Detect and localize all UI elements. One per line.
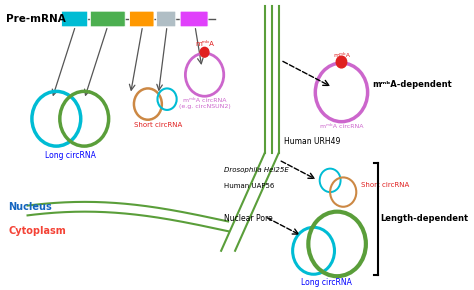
Text: Short circRNA: Short circRNA (361, 182, 409, 188)
FancyBboxPatch shape (91, 11, 125, 27)
Text: Cytoplasm: Cytoplasm (9, 226, 66, 236)
Text: Short circRNA: Short circRNA (134, 122, 182, 128)
Text: Nuclear Pore: Nuclear Pore (224, 214, 273, 223)
Text: mᵐᵇA: mᵐᵇA (195, 41, 214, 47)
Text: Human UAP56: Human UAP56 (224, 183, 274, 189)
FancyBboxPatch shape (180, 11, 208, 27)
Text: Pre-mRNA: Pre-mRNA (6, 14, 65, 24)
FancyBboxPatch shape (129, 11, 154, 27)
Text: Drosophila Hel25E: Drosophila Hel25E (224, 166, 289, 173)
FancyBboxPatch shape (62, 11, 88, 27)
Text: Length-dependent: Length-dependent (381, 214, 469, 223)
Text: Human URH49: Human URH49 (284, 137, 340, 146)
Text: Long circRNA: Long circRNA (45, 151, 96, 160)
Text: mᵐᵇA circRNA
(e.g. circNSUN2): mᵐᵇA circRNA (e.g. circNSUN2) (179, 98, 230, 109)
Text: mᵐᵇA-dependent: mᵐᵇA-dependent (372, 80, 452, 89)
Circle shape (336, 56, 346, 68)
Text: Nucleus: Nucleus (9, 202, 52, 212)
FancyBboxPatch shape (156, 11, 176, 27)
Text: mᵐᵇA circRNA: mᵐᵇA circRNA (320, 124, 363, 129)
Text: Long circRNA: Long circRNA (301, 278, 352, 287)
Text: mᵐᵇA: mᵐᵇA (333, 53, 350, 58)
Circle shape (200, 47, 209, 57)
